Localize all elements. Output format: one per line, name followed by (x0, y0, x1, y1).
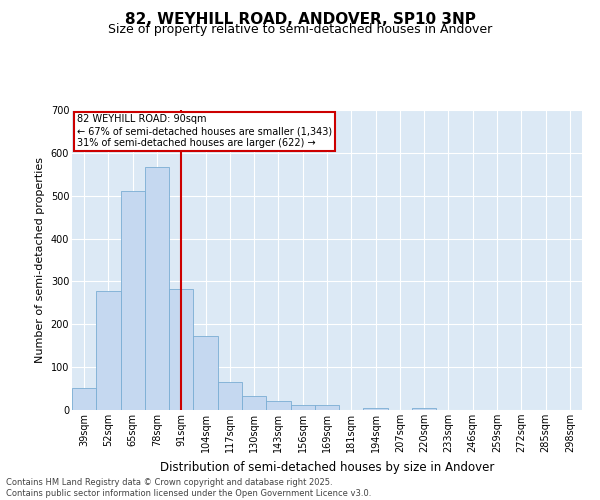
Bar (121, 192, 145, 410)
Bar (218, 382, 242, 410)
Bar (193, 336, 218, 410)
X-axis label: Distribution of semi-detached houses by size in Andover: Distribution of semi-detached houses by … (160, 460, 494, 473)
Bar (242, 396, 266, 410)
Text: Contains HM Land Registry data © Crown copyright and database right 2025.
Contai: Contains HM Land Registry data © Crown c… (6, 478, 371, 498)
Bar (315, 406, 339, 410)
Text: 82 WEYHILL ROAD: 90sqm
← 67% of semi-detached houses are smaller (1,343)
31% of : 82 WEYHILL ROAD: 90sqm ← 67% of semi-det… (77, 114, 332, 148)
Bar (169, 289, 193, 410)
Text: 82, WEYHILL ROAD, ANDOVER, SP10 3NP: 82, WEYHILL ROAD, ANDOVER, SP10 3NP (125, 12, 475, 28)
Bar (412, 408, 436, 410)
Bar (96, 291, 121, 410)
Bar (72, 388, 96, 410)
Y-axis label: Number of semi-detached properties: Number of semi-detached properties (35, 157, 45, 363)
Bar (266, 400, 290, 410)
Bar (364, 408, 388, 410)
Text: Size of property relative to semi-detached houses in Andover: Size of property relative to semi-detach… (108, 22, 492, 36)
Bar (145, 166, 169, 410)
Bar (290, 406, 315, 410)
